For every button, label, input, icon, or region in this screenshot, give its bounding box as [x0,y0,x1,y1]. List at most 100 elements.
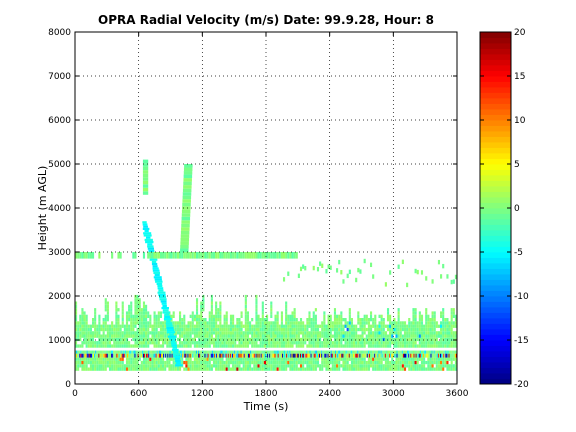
heatmap-cell [446,350,448,354]
heatmap-cell [81,344,84,348]
heatmap-cell [329,357,332,361]
heatmap-cell [172,324,175,328]
heatmap-cell [145,236,151,239]
heatmap-cell [350,331,354,335]
heatmap-cell [263,318,266,322]
heatmap-cell [427,353,429,358]
heatmap-cell [220,353,222,358]
heatmap-cell [123,327,126,332]
heatmap-cell [121,321,124,325]
heatmap-cell [198,331,201,335]
heatmap-cell [172,346,177,349]
heatmap-cell [331,344,334,348]
heatmap-cell [299,318,303,322]
heatmap-cell [217,337,220,342]
heatmap-cell [285,364,288,368]
heatmap-cell [291,344,294,348]
heatmap-cell [189,367,192,371]
heatmap-cell [399,327,402,332]
heatmap-cell [313,350,315,354]
heatmap-cell [450,308,453,312]
heatmap-cell [434,353,436,358]
heatmap-cell [312,334,315,338]
heatmap-cell [94,318,97,322]
heatmap-cell [255,360,258,365]
heatmap-cell [444,337,447,342]
heatmap-cell [244,334,247,338]
heatmap-cell [287,350,289,354]
heatmap-cell [338,331,341,335]
heatmap-cell [243,350,245,354]
heatmap-cell [251,318,254,322]
heatmap-cell [123,324,126,328]
heatmap-cell [89,341,92,345]
heatmap-cell [208,350,210,354]
heatmap-cell [102,364,105,368]
heatmap-cell [100,337,103,342]
heatmap-cell [378,341,381,345]
heatmap-cell [131,350,133,354]
heatmap-cell [316,360,320,365]
heatmap-cell [289,357,292,361]
heatmap-cell [257,360,260,365]
heatmap-cell [83,357,86,361]
heatmap-cell [268,353,270,358]
heatmap-cell [369,331,373,335]
heatmap-cell [242,331,245,335]
heatmap-cell [278,324,281,328]
heatmap-cell [138,308,141,312]
heatmap-cell [336,360,339,365]
heatmap-cell [378,334,381,338]
heatmap-cell [291,360,294,365]
heatmap-cell [244,311,247,315]
heatmap-cell [202,318,205,322]
heatmap-cell [310,364,313,368]
heatmap-cell [268,337,271,342]
heatmap-cell [157,350,159,354]
heatmap-cell [134,308,137,312]
heatmap-cell [299,324,303,328]
heatmap-cell [185,331,188,335]
heatmap-cell [314,327,317,332]
heatmap-cell [308,334,311,338]
heatmap-cell [435,344,438,348]
heatmap-cell [214,353,216,358]
heatmap-cell [164,252,167,259]
heatmap-cell [100,353,102,358]
heatmap-cell [408,321,411,325]
heatmap-cell [225,331,228,335]
heatmap-cell [340,324,343,328]
heatmap-cell [246,318,250,322]
heatmap-cell [321,331,324,335]
heatmap-cell [145,308,148,312]
heatmap-cell [274,364,277,368]
heatmap-cell [108,331,112,335]
heatmap-cell [384,360,387,365]
heatmap-cell [270,341,273,345]
heatmap-cell [91,324,95,328]
heatmap-cell [164,341,167,345]
heatmap-cell [257,344,260,348]
heatmap-cell [255,294,258,299]
heatmap-cell [452,353,454,358]
heatmap-cell [208,337,211,342]
heatmap-cell [147,364,150,368]
heatmap-cell [327,357,330,361]
heatmap-cell [431,321,434,325]
heatmap-cell [412,350,414,354]
heatmap-cell [365,318,368,322]
heatmap-cell [359,360,362,365]
heatmap-cell [138,311,141,315]
heatmap-cell [119,364,122,368]
heatmap-cell [337,353,339,358]
heatmap-cell [163,353,165,358]
heatmap-cell [122,350,124,354]
heatmap-cell [397,337,400,342]
heatmap-cell [363,350,365,354]
heatmap-cell [104,364,107,368]
heatmap-cell [270,324,273,328]
heatmap-cell [251,341,254,345]
heatmap-cell [123,364,126,368]
heatmap-cell [174,357,181,360]
heatmap-cell [425,353,427,358]
